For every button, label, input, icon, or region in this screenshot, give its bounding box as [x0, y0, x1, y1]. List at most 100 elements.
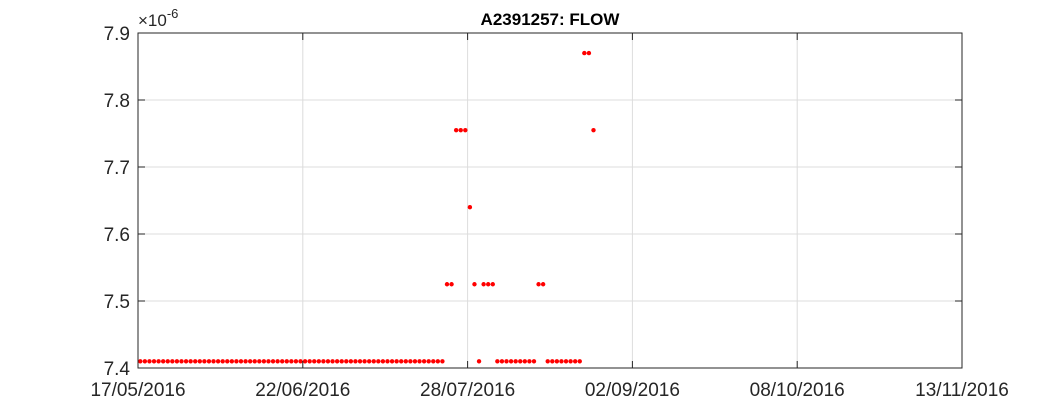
data-point — [453, 127, 459, 133]
y-exponent-label: ×10-6 — [138, 6, 178, 30]
data-point — [522, 359, 528, 364]
data-point — [179, 359, 184, 364]
data-point — [202, 359, 207, 364]
data-point — [481, 282, 486, 287]
data-point — [476, 359, 482, 364]
data-point — [540, 282, 546, 287]
data-point — [444, 282, 450, 287]
data-point — [545, 359, 550, 364]
data-point — [431, 359, 436, 364]
data-point — [348, 359, 354, 364]
data-point — [421, 359, 427, 364]
data-point — [399, 359, 404, 364]
x-tick-label: 02/09/2016 — [585, 380, 680, 401]
y-tick-label: 7.5 — [104, 292, 130, 313]
data-point — [293, 359, 299, 364]
data-point — [197, 359, 202, 364]
chart-title: A2391257: FLOW — [481, 10, 621, 29]
data-point — [151, 359, 157, 364]
data-point — [527, 359, 532, 364]
data-point — [275, 359, 280, 364]
y-exponent-base: ×10 — [138, 11, 167, 30]
data-point — [408, 359, 413, 364]
data-point — [403, 359, 408, 364]
data-point — [463, 127, 468, 133]
data-point — [426, 359, 431, 364]
data-point — [376, 359, 381, 364]
x-tick-label: 13/11/2016 — [915, 380, 1009, 401]
plot-area — [138, 33, 962, 368]
data-point — [225, 359, 230, 364]
data-point — [563, 359, 569, 364]
x-tick-label: 17/05/2016 — [90, 380, 185, 401]
data-point — [499, 359, 505, 364]
data-point — [357, 359, 363, 364]
x-tick-label: 28/07/2016 — [420, 380, 515, 401]
data-point — [449, 282, 454, 287]
data-point — [577, 359, 582, 364]
data-point — [298, 359, 303, 364]
data-point — [513, 359, 518, 364]
data-point — [334, 359, 340, 364]
data-point — [371, 359, 376, 364]
y-tick-label: 7.7 — [104, 158, 130, 179]
data-point — [261, 359, 267, 364]
data-point — [572, 359, 578, 364]
data-point — [412, 359, 418, 364]
y-tick-label: 7.6 — [104, 225, 130, 246]
y-tick-label: 7.4 — [104, 359, 131, 380]
data-point — [183, 359, 189, 364]
data-point — [362, 359, 367, 364]
data-point — [554, 359, 560, 364]
data-point — [380, 359, 386, 364]
data-point — [243, 359, 248, 364]
data-point — [229, 359, 235, 364]
data-point — [220, 359, 225, 364]
data-point — [495, 359, 500, 364]
data-point — [142, 359, 148, 364]
data-point — [238, 359, 244, 364]
data-point — [147, 359, 152, 364]
x-tick-label: 22/06/2016 — [255, 380, 350, 401]
y-tick-label: 7.8 — [104, 91, 130, 112]
data-point — [366, 359, 372, 364]
data-point — [266, 359, 271, 364]
data-point — [385, 359, 390, 364]
ticks — [137, 32, 963, 369]
data-point — [490, 282, 495, 287]
data-point — [289, 359, 294, 364]
data-point — [252, 359, 257, 364]
x-tick-label: 08/10/2016 — [750, 380, 845, 401]
data-point — [582, 50, 587, 56]
data-point — [486, 282, 491, 287]
data-point — [550, 359, 555, 364]
data-point — [591, 127, 596, 133]
data-point — [170, 359, 175, 364]
data-point — [417, 359, 422, 364]
data-point — [316, 359, 322, 364]
data-point — [302, 359, 308, 364]
axes-box — [137, 32, 963, 369]
data-point — [280, 359, 285, 364]
data-point — [440, 359, 445, 364]
data-point — [165, 359, 170, 364]
data-point — [193, 359, 198, 364]
y-tick-labels: 7.4 7.5 7.6 7.7 7.8 7.9 — [104, 24, 131, 380]
data-point — [435, 359, 441, 364]
data-point — [330, 359, 335, 364]
data-point — [257, 359, 262, 364]
data-point — [458, 127, 463, 133]
data-point — [247, 359, 253, 364]
data-point — [234, 359, 239, 364]
data-point — [508, 359, 514, 364]
data-point — [518, 359, 523, 364]
data-point — [206, 359, 212, 364]
data-point — [312, 359, 317, 364]
data-point — [389, 359, 395, 364]
data-point — [188, 359, 193, 364]
data-point — [160, 359, 166, 364]
data-point — [504, 359, 509, 364]
y-tick-label: 7.9 — [104, 24, 130, 45]
data-point — [467, 205, 473, 210]
